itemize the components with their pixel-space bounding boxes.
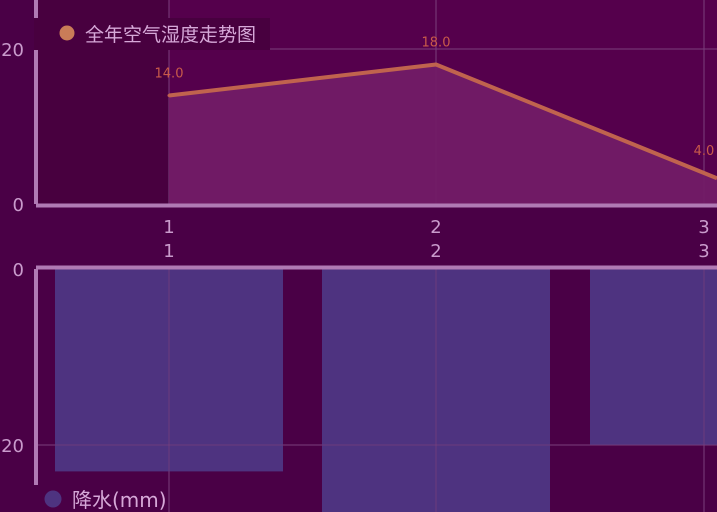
top-legend-marker bbox=[59, 25, 75, 41]
humidity-point bbox=[434, 63, 438, 66]
humidity-area-fill bbox=[169, 64, 717, 204]
humidity-value-label: 18.0 bbox=[422, 36, 451, 51]
humidity-point bbox=[702, 171, 706, 175]
top-y-tick-label: 20 bbox=[1, 40, 24, 61]
bottom-x-tick-label: 3 bbox=[698, 241, 709, 262]
humidity-line bbox=[168, 62, 717, 181]
bottom-x-tick-label: 2 bbox=[430, 241, 441, 262]
humidity-value-label: 14.0 bbox=[155, 67, 184, 82]
bottom-y-tick-label: 0 bbox=[13, 260, 24, 281]
bottom-legend-marker bbox=[44, 490, 62, 508]
top-y-tick-label: 0 bbox=[13, 195, 24, 216]
precipitation-bar bbox=[590, 269, 717, 445]
top-x-tick-label: 1 bbox=[163, 217, 174, 238]
top-x-tick-label: 3 bbox=[698, 217, 709, 238]
top-legend-label: 全年空气湿度走势图 bbox=[85, 24, 256, 46]
bottom-x-tick-label: 1 bbox=[163, 241, 174, 262]
top-x-tick-label: 2 bbox=[430, 217, 441, 238]
bottom-legend-label: 降水(mm) bbox=[72, 488, 167, 512]
humidity-point bbox=[167, 94, 171, 97]
bottom-y-tick-label: 20 bbox=[1, 436, 24, 457]
humidity-value-label: 4.0 bbox=[694, 144, 715, 159]
